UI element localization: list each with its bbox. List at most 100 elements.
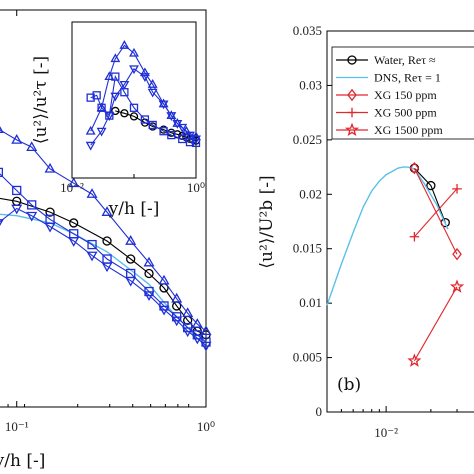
left-point [68,177,80,188]
right-ytick-label: 0.03 [299,77,322,92]
inset-x-axis-label: y/h [-] [108,199,160,219]
right-ytick-label: 0.015 [293,241,322,256]
left-point [86,251,98,262]
right-ytick-label: 0.025 [293,132,322,147]
right-ytick-label: 0.02 [299,186,322,201]
inset-y-axis-label: ⟨u²⟩/u²τ [-] [31,56,51,144]
left-point [143,291,155,302]
right-legend: Water, Reτ ≈ DNS, Reτ = 1 XG 150 ppm XG 500… [331,46,474,140]
right-ytick-label: 0 [316,404,323,419]
left-point [125,235,137,245]
inset-point [85,125,96,135]
inset-frame [71,21,197,179]
left-point [0,126,4,133]
right-xtick-label: 10⁻² [374,425,398,440]
legend-label: XG 1500 ppm [374,123,443,137]
left-point [191,334,203,345]
left-point [68,237,80,247]
left-point [11,204,23,215]
legend-swatch-marker [347,88,357,102]
right-series-line [413,188,458,238]
inset-point [166,112,177,121]
inset-panel: 10⁻² 10⁰ y/h [-] ⟨u²⟩/u²τ [-] [31,21,205,219]
legend-swatch-marker [344,122,360,136]
inset-point [191,135,201,145]
right-ytick-label: 0.005 [293,350,322,365]
right-y-axis-label: ⟨u²⟩/U²b [-] [257,175,277,268]
inset-point [129,47,139,57]
inset-point [129,103,139,112]
left-point [87,239,97,250]
left-point [171,316,183,327]
inset-point [178,134,187,144]
left-point [86,188,98,198]
inset-point [139,67,150,77]
inset-point [159,127,168,136]
inset-point [110,92,121,102]
inset-point [104,112,115,121]
right-series-line [414,167,446,223]
left-point [200,325,212,336]
left-xtick-label: 10⁻¹ [5,419,29,434]
legend-swatch-marker [347,107,357,118]
right-point [407,353,422,367]
left-point [0,219,4,226]
left-point [44,162,56,173]
right-panel: 0 0.005 0.01 0.015 0.02 0.025 0.03 0.035 10⁻² ⟨u²… [257,23,474,440]
left-point [158,274,170,285]
left-xtick-label: 10⁰ [197,419,215,434]
left-point [143,256,155,267]
left-series-line [0,129,207,332]
left-point [26,141,38,151]
inset-point [97,103,106,112]
left-point [101,206,113,216]
inset-point [92,91,101,100]
inset-point [147,79,158,88]
right-point [452,247,462,261]
left-point [101,262,113,273]
left-point [125,276,137,287]
inset-point [96,102,107,112]
inset-point [120,109,129,118]
legend-label: Water, Reτ ≈ [374,53,436,67]
left-point [144,268,154,279]
left-point [182,307,194,318]
inset-point [111,106,120,116]
inset-point [140,115,150,124]
legend-label: XG 500 ppm [374,106,437,120]
inset-point [85,141,96,151]
right-series-line [413,286,458,362]
inset-point [147,88,158,98]
right-ytick-label: 0.035 [293,23,322,38]
left-point [191,318,203,328]
right-point [452,184,462,194]
inset-point [158,100,169,110]
left-point [182,327,194,338]
inset-point [191,138,201,148]
inset-point [177,123,188,133]
left-series-line [0,197,207,336]
left-point [158,305,170,316]
inset-point [129,65,139,75]
legend-label: XG 150 ppm [374,88,437,102]
right-point [409,231,420,242]
left-point [12,185,22,196]
left-point [0,167,4,178]
legend-label: DNS, Reτ = 1 [374,71,441,85]
left-point [44,222,56,233]
right-point [409,161,420,175]
right-point [426,180,436,191]
inset-series-line [90,74,197,144]
left-point [69,218,79,228]
right-point [449,279,465,293]
left-point [126,254,136,264]
inset-point [86,93,95,102]
inset-point [110,53,121,63]
left-point [26,211,38,222]
left-point [27,200,37,210]
inset-point [129,112,139,121]
right-ytick-label: 0.01 [299,295,322,310]
inset-point [148,120,157,130]
left-point [45,207,55,217]
